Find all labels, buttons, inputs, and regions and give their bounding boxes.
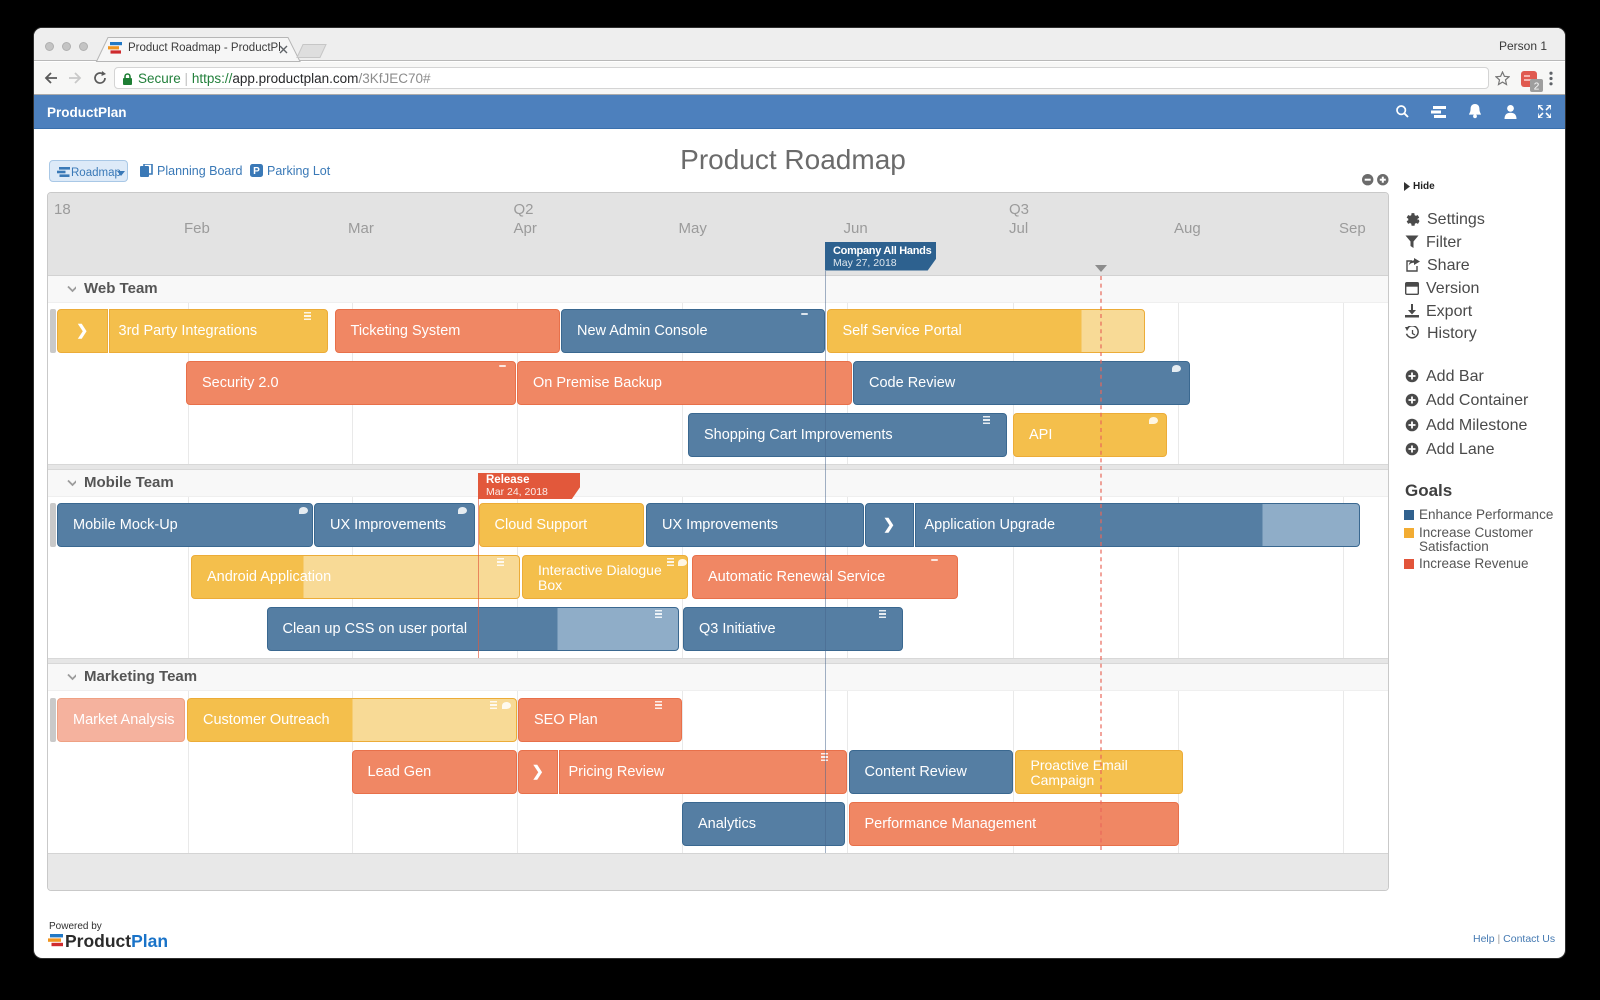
svg-text:ProductPlan: ProductPlan [65, 933, 168, 951]
svg-text:2: 2 [1534, 82, 1540, 93]
svg-text:P: P [253, 166, 260, 177]
